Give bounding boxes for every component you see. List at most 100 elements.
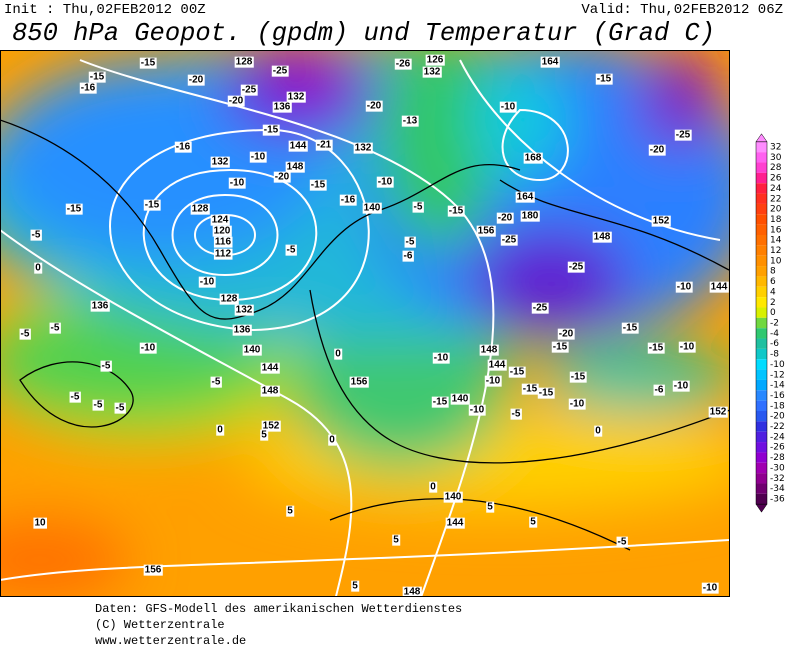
contour-label: -16 <box>341 195 356 206</box>
contour-label-box <box>672 380 690 392</box>
contour-label: 152 <box>653 216 670 227</box>
contour-label: -15 <box>449 206 464 217</box>
contour-label-box <box>595 73 613 85</box>
contour-label: -5 <box>94 400 103 411</box>
colorbar-cell <box>756 390 767 401</box>
contour-label: -15 <box>67 204 82 215</box>
colorbar-cell <box>756 338 767 349</box>
contour-label-box <box>227 95 245 107</box>
contour-label: 156 <box>478 226 495 237</box>
contour-label: 0 <box>430 482 436 493</box>
colorbar-cell <box>756 255 767 267</box>
contour-label-box <box>92 399 104 411</box>
contour-label: 126 <box>427 55 444 66</box>
colorbar-label: -32 <box>770 474 785 484</box>
colorbar-cell <box>756 307 767 318</box>
contour-label: -10 <box>470 405 485 416</box>
colorbar-label: 2 <box>770 298 776 308</box>
contour-label: -10 <box>486 376 501 387</box>
contour-label-box <box>520 210 540 222</box>
contour-label: -25 <box>676 130 691 141</box>
contour-label: 0 <box>595 426 601 437</box>
colorbar-cell <box>756 400 767 411</box>
contour-label-box <box>139 57 157 69</box>
contour-label-box <box>594 425 603 437</box>
contour-label-box <box>447 205 465 217</box>
colorbar-label: 22 <box>770 194 781 204</box>
contour-label-box <box>515 191 535 203</box>
contour-label: 5 <box>393 535 399 546</box>
colorbar-label: 20 <box>770 205 782 215</box>
contour-label-box <box>114 402 126 414</box>
contour-label: -25 <box>533 303 548 314</box>
contour-label-box <box>234 56 254 68</box>
contour-label-box <box>272 101 292 113</box>
contour-label-box <box>537 387 555 399</box>
contour-label-box <box>450 393 470 405</box>
contour-label-box <box>647 342 665 354</box>
contour-label: 136 <box>274 102 291 113</box>
colorbar-cell <box>756 193 767 204</box>
contour-label-box <box>210 376 222 388</box>
colorbar-label: -16 <box>770 391 785 401</box>
contour-label: -15 <box>510 367 525 378</box>
contour-label-box <box>240 84 258 96</box>
contour-label-box <box>339 194 357 206</box>
contour-label: 180 <box>522 211 539 222</box>
colorbar-label: 6 <box>770 277 776 287</box>
contour-label: 132 <box>355 143 372 154</box>
colorbar-cell <box>756 359 767 370</box>
colorbar-cell <box>756 276 767 287</box>
contour-label: -5 <box>102 361 111 372</box>
contour-label-box <box>445 517 465 529</box>
colorbar-label: 10 <box>770 256 782 266</box>
contour-label: -15 <box>145 200 160 211</box>
colorbar-frame <box>755 141 768 505</box>
contour-label: -16 <box>81 83 96 94</box>
colorbar-cell <box>756 235 767 246</box>
contour-label-box <box>261 420 281 432</box>
colorbar-cell <box>756 297 767 308</box>
contour-label: -10 <box>703 583 718 594</box>
contour-label-box <box>567 261 585 273</box>
contour-label: -10 <box>200 277 215 288</box>
contour-label: -5 <box>287 245 296 256</box>
colorbar-label: -34 <box>770 484 785 494</box>
contour-label-box <box>468 404 486 416</box>
contour-label-box <box>675 281 693 293</box>
contour-label: 144 <box>711 282 728 293</box>
contour-label-box <box>648 144 666 156</box>
contour-label: -20 <box>559 329 574 340</box>
contour-label: 112 <box>215 249 232 260</box>
colorbar-cell <box>756 348 767 360</box>
contour-label-box <box>187 74 205 86</box>
colorbar-cell <box>756 442 767 453</box>
contour-label-box <box>315 139 333 151</box>
contour-label: -5 <box>21 329 30 340</box>
contour-label-box <box>531 302 549 314</box>
contour-label-box <box>592 231 612 243</box>
colorbar-label: 24 <box>770 184 782 194</box>
colorbar-cell <box>756 317 767 329</box>
contour-label: -26 <box>396 59 411 70</box>
contour-label: 152 <box>263 421 280 432</box>
contour-label: 116 <box>215 237 232 248</box>
colorbar-cell <box>756 421 767 432</box>
contour-label-box <box>285 161 305 173</box>
contour-label: 120 <box>214 226 231 237</box>
contour-label-box <box>285 244 297 256</box>
contour-label-box <box>362 202 382 214</box>
contour-label-box <box>309 179 327 191</box>
colorbar-cell <box>756 369 767 380</box>
contour-label-box <box>288 140 308 152</box>
contour-label: -20 <box>189 75 204 86</box>
contour-label-box <box>260 429 269 441</box>
colorbar-label: -8 <box>770 350 779 360</box>
contour-label-box <box>510 408 522 420</box>
contour-label-box <box>496 212 514 224</box>
contour-label-box <box>286 505 295 517</box>
contour-label-box <box>523 152 543 164</box>
contour-label: 128 <box>221 294 238 305</box>
colorbar-arrow-bottom <box>755 503 768 513</box>
contour-label: 148 <box>481 345 498 356</box>
